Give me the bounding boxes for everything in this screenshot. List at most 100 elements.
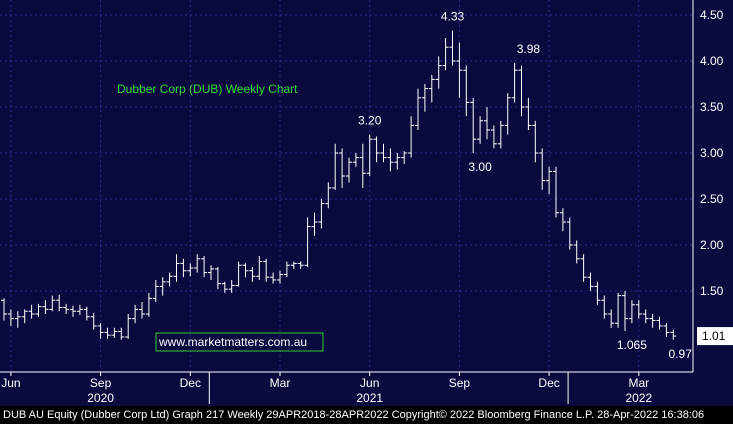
ohlc-bar	[111, 327, 118, 338]
ohlc-bar	[139, 302, 145, 319]
ohlc-bar	[553, 166, 559, 218]
ohlc-bar	[332, 143, 339, 190]
x-tick-label: Sep	[449, 376, 471, 390]
ohlc-bar	[97, 323, 104, 339]
ohlc-bar	[270, 272, 277, 284]
ohlc-bar	[656, 316, 663, 330]
ohlc-bar	[49, 295, 56, 312]
ohlc-bar	[76, 304, 83, 315]
y-tick-label: 2.50	[700, 192, 724, 206]
ohlc-bar	[325, 182, 332, 209]
x-tick-label: Dec	[180, 376, 201, 390]
ohlc-bar	[7, 309, 14, 326]
ohlc-bar	[290, 261, 297, 269]
footer-bar: DUB AU Equity (Dubber Corp Ltd) Graph 21…	[0, 406, 733, 424]
ohlc-bar	[221, 281, 228, 293]
ohlc-bar	[546, 166, 553, 195]
price-annotation: 0.97	[669, 347, 693, 361]
ohlc-bar	[352, 153, 359, 167]
ohlc-bar	[228, 279, 235, 293]
ohlc-bar	[104, 327, 111, 339]
ohlc-bar	[118, 327, 125, 340]
ohlc-bar	[428, 74, 435, 103]
ohlc-bar	[477, 116, 484, 144]
ohlc-bar	[173, 254, 180, 282]
ohlc-bar	[594, 281, 601, 305]
ohlc-bar	[442, 38, 449, 71]
ohlc-bar	[242, 263, 249, 278]
ohlc-bar	[283, 261, 290, 278]
ohlc-bar	[580, 254, 587, 282]
y-axis: 1.50 2.00 2.50 3.00 3.50 4.00 4.50	[0, 0, 724, 373]
ohlc-bar	[642, 309, 649, 324]
ohlc-bar	[14, 311, 21, 328]
price-annotation: 4.33	[441, 10, 465, 24]
ohlc-bar	[180, 258, 187, 278]
ohlc-bar	[463, 65, 470, 117]
ohlc-bar	[470, 97, 477, 153]
ohlc-bar	[601, 295, 608, 319]
ohlc-bar	[373, 136, 380, 163]
ohlc-bar	[311, 212, 318, 236]
ohlc-bar	[663, 323, 670, 337]
ohlc-bar	[670, 329, 677, 340]
ohlc-bar	[56, 294, 63, 312]
ohlc-bar	[263, 258, 270, 282]
x-tick-label: Jun	[1, 376, 20, 390]
ohlc-bar	[525, 97, 532, 130]
x-year-label: 2022	[625, 391, 652, 405]
ohlc-bar	[559, 208, 566, 232]
ohlc-bar	[622, 291, 628, 332]
last-price-box	[697, 327, 733, 346]
ohlc-bar	[394, 153, 401, 170]
ohlc-bar	[408, 116, 415, 158]
y-tick-label: 4.00	[700, 54, 724, 68]
y-tick-label: 2.00	[700, 238, 724, 252]
x-tick-label: Dec	[538, 376, 559, 390]
ohlc-bar	[318, 199, 325, 229]
chart-title: Dubber Corp (DUB) Weekly Chart	[117, 82, 298, 96]
ohlc-bar	[235, 261, 242, 287]
ohlc-bar	[421, 84, 428, 112]
ohlc-bars	[1, 30, 677, 340]
y-tick-label: 4.50	[700, 8, 724, 22]
ohlc-bar	[277, 270, 283, 284]
ohlc-bar	[401, 151, 408, 165]
price-annotation: 3.98	[517, 42, 541, 56]
ohlc-bar	[484, 107, 490, 140]
ohlc-bar	[304, 217, 311, 268]
ohlc-bar	[249, 267, 256, 282]
ohlc-bar	[28, 304, 35, 319]
x-tick-label: Sep	[90, 376, 112, 390]
ohlc-bar	[21, 309, 28, 324]
ohlc-bar	[608, 309, 615, 328]
ohlc-bar	[346, 157, 352, 183]
x-tick-label: Mar	[270, 376, 291, 390]
ohlc-bar	[83, 306, 90, 321]
ohlc-bar	[70, 305, 76, 317]
x-year-label: 2020	[87, 391, 114, 405]
ohlc-bar	[511, 62, 518, 103]
ohlc-bar	[539, 148, 546, 190]
ohlc-bar	[145, 292, 152, 317]
ohlc-bar	[615, 292, 622, 328]
annotations: 4.33 3.98 3.20 3.00 1.065 0.97	[358, 10, 692, 361]
price-annotation: 3.00	[468, 160, 492, 174]
ohlc-bar	[339, 148, 346, 188]
watermark-box	[155, 332, 324, 352]
x-tick-label: Mar	[628, 376, 649, 390]
ohlc-bar	[449, 30, 456, 66]
ohlc-bar	[166, 272, 173, 287]
ohlc-bar	[132, 304, 139, 324]
x-tick-label: Jun	[360, 376, 379, 390]
ohlc-bar	[456, 42, 463, 98]
ohlc-bar	[504, 93, 511, 135]
ohlc-bar	[159, 277, 166, 296]
ohlc-bar	[490, 125, 497, 149]
ohlc-bar	[628, 300, 635, 324]
x-axis: Jun Sep Dec Mar Jun Sep Dec Mar 2020 2021 2022	[1, 372, 652, 405]
ohlc-bar	[415, 88, 421, 130]
y-tick-label: 1.50	[700, 284, 724, 298]
ohlc-bar	[366, 134, 373, 176]
